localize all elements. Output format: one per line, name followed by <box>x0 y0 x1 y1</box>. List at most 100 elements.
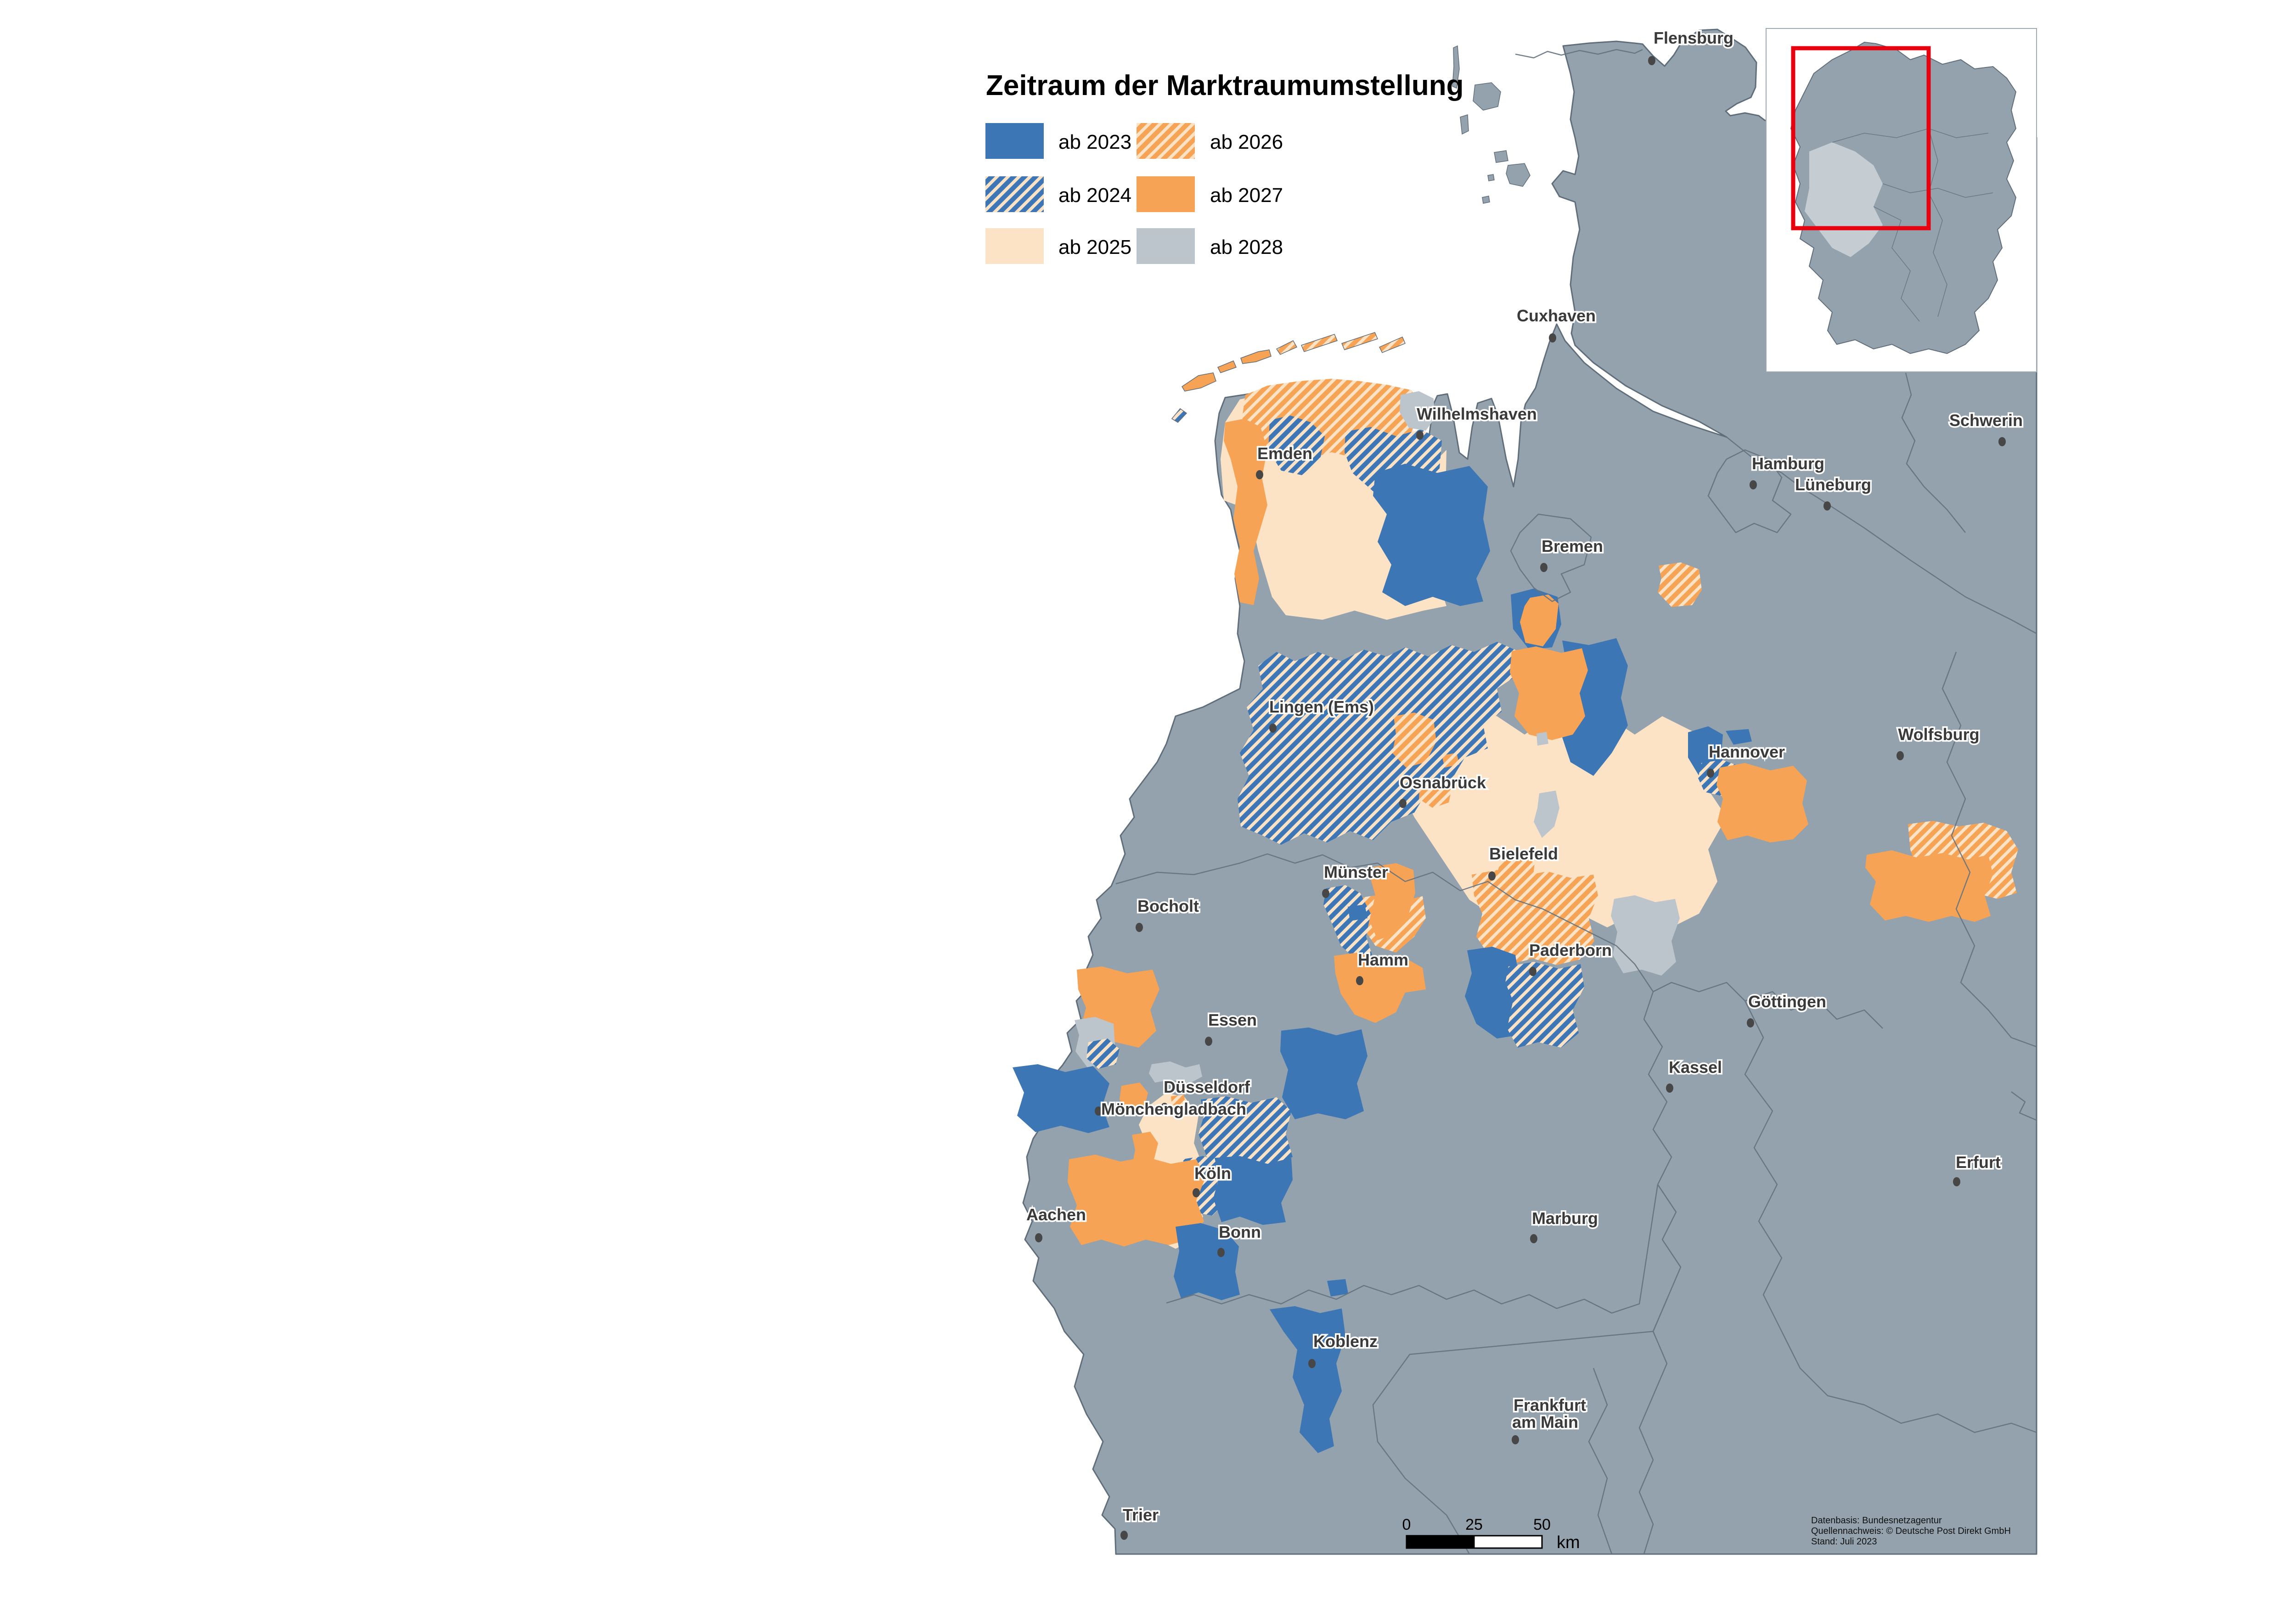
region-ab2023 <box>1327 1279 1348 1297</box>
region-ab2027 <box>1224 419 1267 605</box>
city-paderborn: Paderborn <box>1527 939 1614 976</box>
scale-bar: 0 25 50 km <box>1402 1516 1580 1552</box>
city-dot <box>1488 871 1496 881</box>
region-ab2028 <box>1536 732 1548 746</box>
city-label: Emden <box>1257 444 1312 463</box>
boundary-line <box>1115 853 1617 947</box>
region-ab2024 <box>1268 415 1325 475</box>
legend-item-ab2024: ab 2024 <box>985 176 1131 212</box>
inset-border-line <box>1873 206 1920 322</box>
city-label: Lüneburg <box>1795 475 1871 494</box>
city-marburg: Marburg <box>1530 1207 1600 1243</box>
boundary-line <box>1901 372 1966 533</box>
island <box>1494 150 1508 163</box>
city-dot <box>1747 1018 1754 1027</box>
city-label: Bonn <box>1219 1223 1261 1241</box>
city-label: am Main <box>1512 1413 1578 1431</box>
boundary-line <box>1744 1000 2037 1433</box>
attribution: Datenbasis: BundesnetzagenturQuellennach… <box>1811 1516 2011 1547</box>
boundary-line <box>1372 1184 1682 1555</box>
region-ab2028 <box>1149 1061 1202 1083</box>
legend-label: ab 2028 <box>1210 236 1283 258</box>
legend-label: ab 2024 <box>1058 184 1131 207</box>
city-label: Paderborn <box>1529 941 1612 960</box>
city-label: Frankfurt <box>1514 1396 1586 1415</box>
city-hamm: Hamm <box>1356 949 1410 985</box>
city-m-nster: Münster <box>1322 861 1390 898</box>
region-ab2027 <box>1716 763 1808 842</box>
city-label: Koblenz <box>1313 1332 1378 1351</box>
city-label: Aachen <box>1026 1205 1086 1224</box>
islands <box>1171 45 1531 423</box>
city-wilhelmshaven: Wilhelmshaven <box>1415 403 1538 440</box>
region-ab2024 <box>1238 642 1520 845</box>
boundary-line <box>1726 437 2037 634</box>
island <box>1506 163 1531 187</box>
city-k-ln: Köln <box>1193 1162 1232 1197</box>
legend-swatch-ab2027 <box>1137 176 1195 212</box>
city-aachen: Aachen <box>1024 1204 1088 1242</box>
city-label: Osnabrück <box>1400 773 1486 792</box>
region-ab2027 <box>1510 646 1588 740</box>
inset-highlight-rect <box>1791 46 1931 230</box>
island <box>1487 174 1495 181</box>
island <box>1482 196 1490 204</box>
region-ab2023 <box>1373 464 1490 606</box>
region-ab2023 <box>1465 947 1520 1038</box>
city-schwerin: Schwerin <box>1947 410 2025 446</box>
region-ab2023 <box>1280 1027 1367 1119</box>
city-label: Wolfsburg <box>1898 725 1979 744</box>
inset-border-line <box>1882 183 1993 198</box>
region-ab2026 <box>1658 562 1702 607</box>
city-dot <box>1136 923 1143 932</box>
region-ab2027 <box>1520 595 1559 646</box>
city-dot <box>1549 333 1556 342</box>
legend-item-ab2028: ab 2028 <box>1137 228 1283 264</box>
city-bocholt: Bocholt <box>1136 895 1201 932</box>
legend-item-ab2027: ab 2027 <box>1137 176 1283 212</box>
boundary-line <box>1166 1184 1659 1314</box>
city-dot <box>1998 437 2006 446</box>
city-label: Trier <box>1123 1505 1159 1524</box>
city-label: Münster <box>1324 863 1388 881</box>
region-ab2023 <box>1013 1064 1109 1133</box>
city-dot <box>1095 1106 1102 1116</box>
city-label: Essen <box>1208 1010 1257 1029</box>
city-trier: Trier <box>1120 1504 1160 1540</box>
island <box>1341 332 1379 350</box>
city-dot <box>1269 724 1277 733</box>
legend: Zeitraum der Marktraumumstellung ab 2023 a… <box>985 70 1463 264</box>
city-dot <box>1750 480 1757 489</box>
city-label: Cuxhaven <box>1517 306 1596 325</box>
city-label: Hamburg <box>1752 454 1824 473</box>
boundary-line <box>1588 1368 1613 1555</box>
city-emden: Emden <box>1255 443 1314 479</box>
scale-tick-label: 25 <box>1465 1516 1483 1533</box>
region-ab2027 <box>1120 1083 1148 1111</box>
island <box>1379 337 1406 353</box>
city-dot <box>1322 889 1329 898</box>
city-dot <box>1896 751 1904 760</box>
city-dot <box>1356 976 1363 985</box>
region-ab2023 <box>1213 1156 1293 1225</box>
city-hannover: Hannover <box>1707 741 1787 778</box>
legend-title: Zeitraum der Marktraumumstellung <box>986 70 1463 101</box>
city-dot <box>1256 470 1263 479</box>
city-dot <box>1512 1435 1519 1444</box>
city-dot <box>1193 1188 1200 1197</box>
city-flensburg: Flensburg <box>1648 27 1735 65</box>
region-ab2028 <box>1611 895 1680 976</box>
legend-swatch-ab2023 <box>985 123 1044 159</box>
legend-item-ab2026: ab 2026 <box>1137 123 1283 159</box>
city-dot <box>1953 1177 1960 1186</box>
city-label: Mönchengladbach <box>1101 1100 1246 1118</box>
city-label: Bielefeld <box>1489 844 1558 863</box>
island <box>1300 334 1338 352</box>
inset-border-line <box>1928 128 1947 317</box>
island <box>1452 45 1460 89</box>
region-ab2026 <box>1442 753 1459 768</box>
city-m-nchengladbach: Mönchengladbach <box>1095 1098 1248 1120</box>
region-ab2024 <box>1323 885 1372 960</box>
city-dot <box>1120 1531 1128 1540</box>
